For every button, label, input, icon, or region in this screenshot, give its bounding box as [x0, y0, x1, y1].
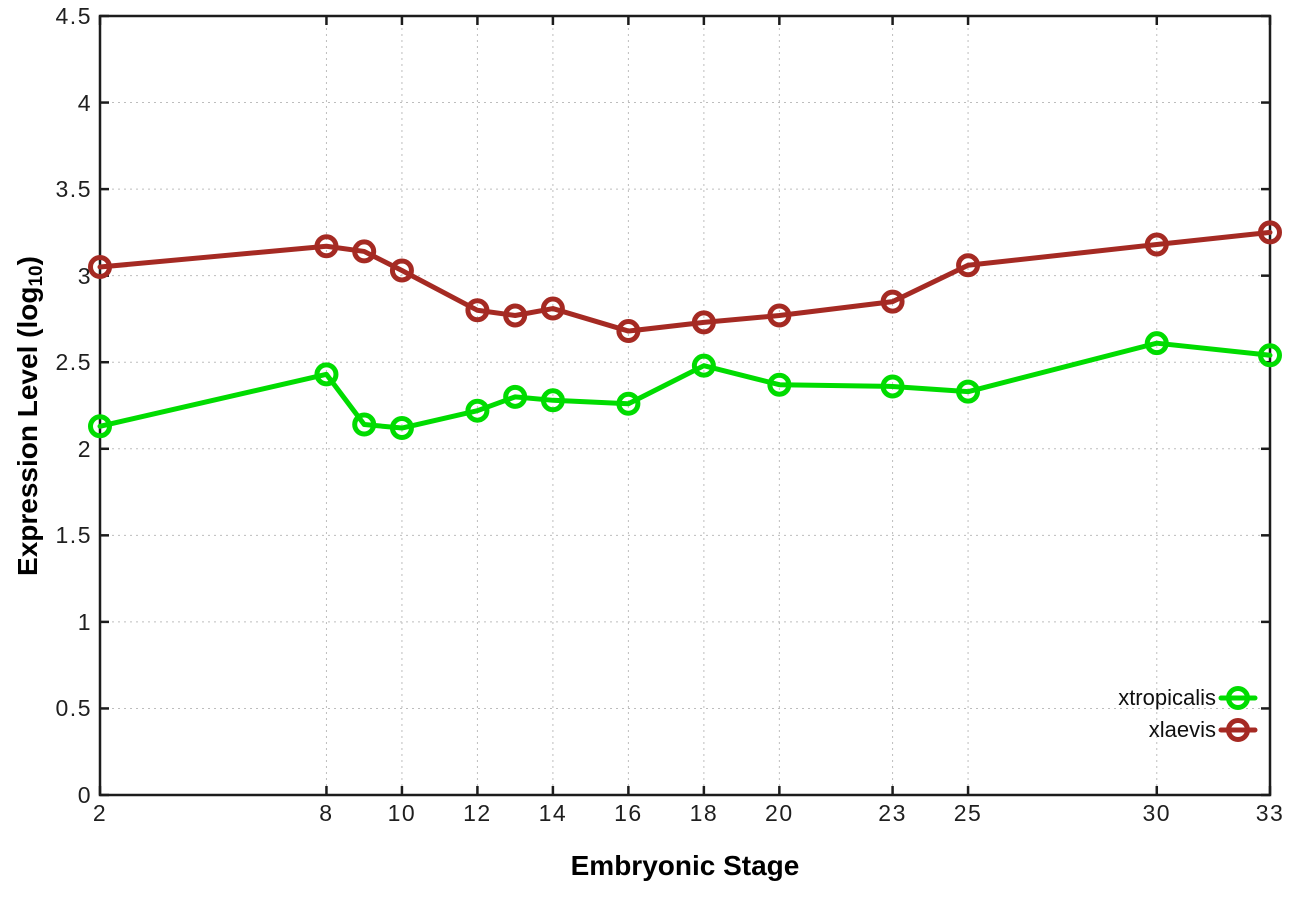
- data-point-xlaevis: [956, 253, 981, 278]
- data-point-xlaevis: [503, 303, 528, 328]
- data-point-xlaevis: [88, 255, 112, 280]
- data-point-xlaevis: [540, 296, 565, 321]
- data-point-xlaevis: [1258, 220, 1282, 245]
- data-point-xtropicalis: [1258, 343, 1282, 368]
- data-point-xlaevis: [1144, 232, 1169, 257]
- data-point-xtropicalis: [88, 414, 112, 439]
- data-point-xtropicalis: [880, 374, 905, 399]
- series-line-xtropicalis: [97, 340, 1273, 431]
- data-point-xtropicalis: [503, 384, 528, 409]
- data-point-xlaevis: [314, 234, 339, 259]
- data-point-xlaevis: [389, 258, 414, 283]
- plot-border: [98, 14, 1272, 797]
- data-point-xlaevis: [352, 239, 377, 264]
- data-point-xtropicalis: [465, 398, 490, 423]
- data-point-xlaevis: [465, 298, 490, 323]
- data-point-xtropicalis: [314, 362, 339, 387]
- legend-sample-marker-xlaevis: [1226, 718, 1250, 742]
- data-point-xtropicalis: [540, 388, 565, 413]
- data-point-xlaevis: [691, 310, 716, 335]
- data-point-xtropicalis: [389, 416, 414, 441]
- data-point-xtropicalis: [956, 379, 981, 404]
- data-point-xtropicalis: [352, 412, 377, 437]
- data-point-xtropicalis: [691, 353, 716, 378]
- series-line-xlaevis: [97, 229, 1273, 334]
- data-point-xtropicalis: [1144, 331, 1169, 356]
- data-point-xtropicalis: [616, 391, 641, 416]
- data-point-xlaevis: [616, 319, 641, 344]
- data-point-xlaevis: [767, 303, 792, 328]
- legend-sample-marker-xtropicalis: [1226, 686, 1250, 710]
- data-point-xlaevis: [880, 289, 905, 314]
- data-point-xtropicalis: [767, 372, 792, 397]
